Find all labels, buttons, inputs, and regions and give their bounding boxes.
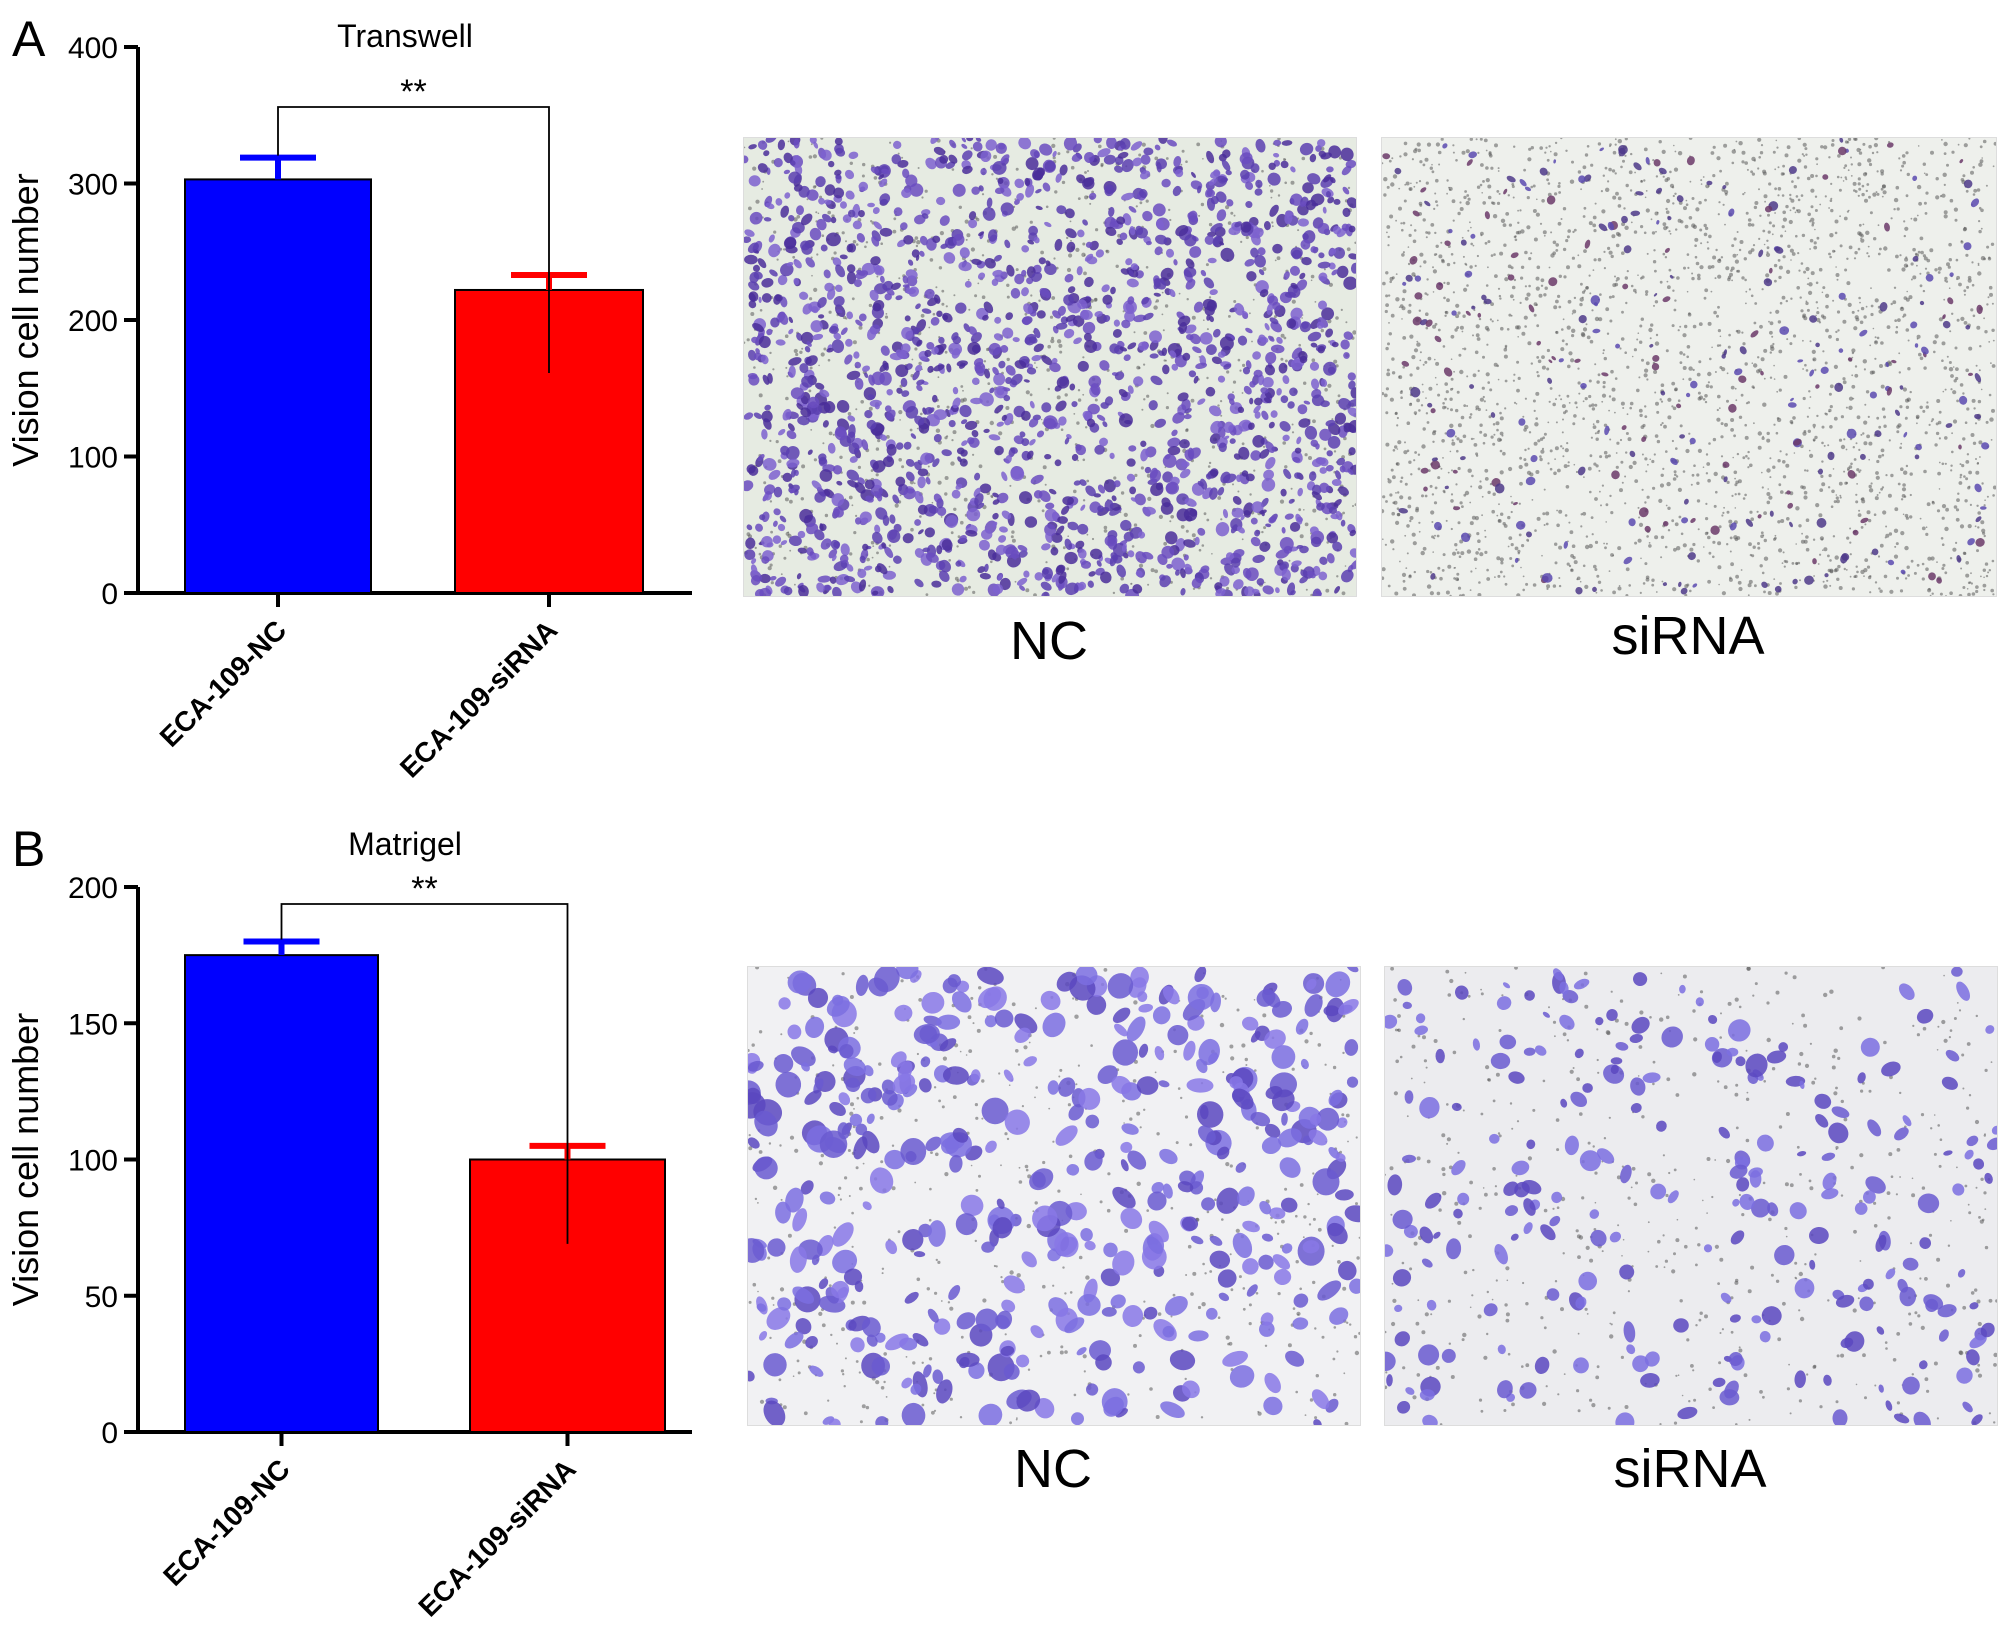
chart-b-ytick-label-200: 200 (68, 872, 118, 905)
chart-b-ytick-label-100: 100 (68, 1145, 118, 1178)
chart-b-significance-bracket (280, 903, 569, 1244)
chart-a-title: Transwell (337, 18, 473, 54)
chart-a-xtick-label-1: ECA-109-siRNA (394, 614, 563, 783)
micrograph-a-sirna (1381, 137, 1997, 597)
chart-a-significance-label: ** (400, 73, 426, 111)
chart-a-significance-bracket (277, 106, 550, 373)
chart-a-xtick-label-0: ECA-109-NC (154, 614, 293, 753)
chart-b-xtick-label-1: ECA-109-siRNA (412, 1453, 581, 1622)
micrograph-a-nc (743, 137, 1357, 597)
panel-b-letter: B (12, 821, 46, 877)
caption-a-sirna: siRNA (1611, 606, 1765, 666)
chart-a-bar-0 (184, 178, 372, 594)
micrograph-b-sirna (1384, 966, 1998, 1426)
caption-a-nc: NC (1010, 611, 1088, 671)
caption-b-sirna: siRNA (1613, 1439, 1767, 1499)
chart-a-ytick-label-200: 200 (68, 305, 118, 338)
chart-b-title: Matrigel (348, 826, 462, 862)
chart-b-xtick-label-0: ECA-109-NC (157, 1453, 296, 1592)
chart-a-ytick-label-0: 0 (101, 578, 118, 611)
chart-b-bar-0 (184, 954, 379, 1433)
chart-b-ytick-label-0: 0 (101, 1417, 118, 1450)
chart-b-ytick-label-50: 50 (85, 1281, 118, 1314)
caption-b-nc: NC (1014, 1439, 1092, 1499)
chart-b-ytick-label-150: 150 (68, 1008, 118, 1041)
chart-a-ylabel: Vision cell number (5, 173, 46, 466)
chart-b-significance-label: ** (411, 870, 437, 908)
chart-b-ylabel: Vision cell number (5, 1013, 46, 1306)
chart-a-ytick-label-400: 400 (68, 32, 118, 65)
chart-a-ytick-label-300: 300 (68, 169, 118, 202)
micrograph-b-nc (747, 966, 1361, 1426)
panel-a-letter: A (12, 11, 46, 67)
chart-a-ytick-label-100: 100 (68, 442, 118, 475)
